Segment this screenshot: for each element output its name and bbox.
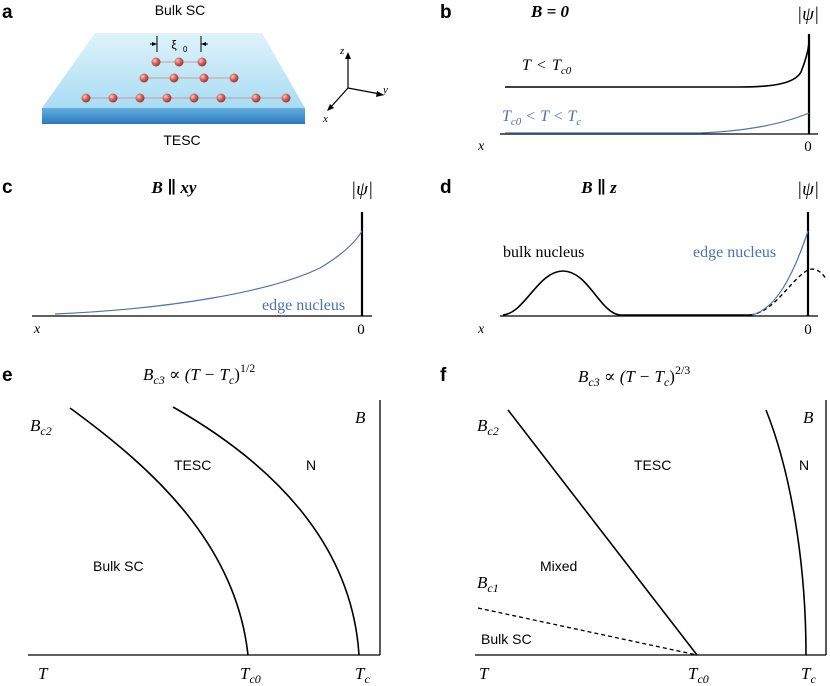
panel-e: e Bc3 ∝ (T − Tc)1/2 Bc2 B TESC N Bulk SC… bbox=[2, 361, 381, 686]
axis-z-label: z bbox=[339, 45, 345, 57]
coordinate-axes bbox=[329, 56, 381, 109]
panel-d-zero: 0 bbox=[804, 322, 812, 338]
panel-f: f Bc3 ∝ (T − Tc)2/3 Bc2 Bc1 B TESC N Mix… bbox=[440, 363, 827, 686]
atoms bbox=[81, 57, 291, 103]
panel-d-x-label: x bbox=[477, 322, 485, 337]
panel-b: b B = 0 |ψ| T < Tc0 Tc0 < T < Tc x 0 bbox=[440, 2, 819, 155]
bulk-nucleus-label: bulk nucleus bbox=[503, 244, 584, 261]
bulk-sc-label: Bulk SC bbox=[155, 2, 206, 18]
panel-e-title: Bc3 ∝ (T − Tc)1/2 bbox=[143, 361, 255, 387]
bulk-nucleus-curve bbox=[502, 270, 750, 316]
bc3-curve-f bbox=[765, 409, 807, 656]
panel-c-label: c bbox=[2, 177, 13, 198]
xi-bracket: ξ 0 bbox=[150, 36, 208, 54]
panel-e-t-label: T bbox=[38, 664, 49, 683]
y-arrowhead bbox=[376, 91, 384, 97]
panel-e-b-label: B bbox=[355, 408, 366, 427]
panel-e-bc2: Bc2 bbox=[30, 416, 52, 438]
panel-f-b-label: B bbox=[803, 408, 814, 427]
panel-f-t-label: T bbox=[479, 664, 490, 683]
panel-d-title: B ∥ z bbox=[580, 178, 617, 197]
panel-f-label: f bbox=[440, 365, 447, 386]
panel-f-region-tesc: TESC bbox=[634, 457, 671, 473]
panel-d-psi: |ψ| bbox=[797, 179, 819, 200]
panel-c-zero: 0 bbox=[357, 322, 365, 338]
curve-below-tc0 bbox=[505, 42, 810, 88]
panel-b-title: B = 0 bbox=[530, 2, 570, 21]
panel-c: c B ∥ xy |ψ| edge nucleus x 0 bbox=[2, 177, 373, 338]
xi-symbol: ξ bbox=[171, 38, 177, 52]
panel-e-tc0-label: Tc0 bbox=[240, 664, 261, 686]
bc2-line bbox=[507, 409, 698, 656]
panel-f-tc-label: Tc bbox=[801, 664, 816, 686]
tesc-label: TESC bbox=[163, 132, 200, 148]
edge-nucleus-curve bbox=[54, 230, 363, 315]
z-arrowhead bbox=[345, 52, 351, 59]
bc3-curve bbox=[172, 406, 360, 656]
panel-e-tc-label: Tc bbox=[355, 664, 370, 686]
axis-y-label: y bbox=[382, 84, 388, 96]
panel-f-region-bulk: Bulk SC bbox=[481, 631, 532, 647]
panel-b-zero: 0 bbox=[804, 139, 812, 155]
bc1-dashed-line bbox=[477, 607, 698, 656]
curve-between-tc0-tc bbox=[505, 112, 810, 134]
panel-a-label: a bbox=[2, 2, 13, 23]
panel-c-psi: |ψ| bbox=[351, 179, 373, 200]
panel-e-region-n: N bbox=[306, 457, 316, 473]
panel-f-region-n: N bbox=[799, 457, 809, 473]
panel-b-label: b bbox=[440, 2, 452, 23]
edge-nucleus-blue-curve bbox=[751, 230, 809, 316]
panel-c-curve-label: edge nucleus bbox=[262, 297, 345, 314]
panel-f-region-mixed: Mixed bbox=[540, 558, 577, 574]
curve2-label: Tc0 < T < Tc bbox=[502, 108, 581, 128]
panel-c-x-label: x bbox=[33, 322, 41, 337]
curve1-label: T < Tc0 bbox=[522, 57, 572, 77]
slab-top-face bbox=[42, 33, 305, 108]
panel-f-bc1: Bc1 bbox=[477, 573, 499, 595]
panel-e-region-tesc: TESC bbox=[174, 457, 211, 473]
panel-e-region-bulk: Bulk SC bbox=[93, 558, 144, 574]
edge-nucleus-dashed-curve bbox=[749, 268, 827, 316]
axis-x-label: x bbox=[322, 113, 328, 125]
xi-subscript: 0 bbox=[183, 45, 188, 54]
panel-b-psi: |ψ| bbox=[797, 4, 819, 25]
panel-f-bc2: Bc2 bbox=[477, 416, 499, 438]
bc2-curve bbox=[69, 407, 249, 656]
x-arrowhead bbox=[327, 104, 334, 111]
panel-a: a Bulk SC ξ 0 TESC bbox=[2, 2, 388, 148]
panel-d: d B ∥ z |ψ| bulk nucleus edge nucleus x … bbox=[440, 177, 827, 338]
panel-f-tc0-label: Tc0 bbox=[688, 664, 709, 686]
panel-f-title: Bc3 ∝ (T − Tc)2/3 bbox=[578, 363, 690, 389]
panel-d-label: d bbox=[440, 177, 452, 198]
edge-nucleus-label: edge nucleus bbox=[693, 244, 776, 261]
panel-b-x-label: x bbox=[477, 139, 485, 154]
panel-c-title: B ∥ xy bbox=[151, 178, 197, 197]
slab-side-face bbox=[42, 108, 305, 124]
panel-e-label: e bbox=[2, 365, 13, 386]
